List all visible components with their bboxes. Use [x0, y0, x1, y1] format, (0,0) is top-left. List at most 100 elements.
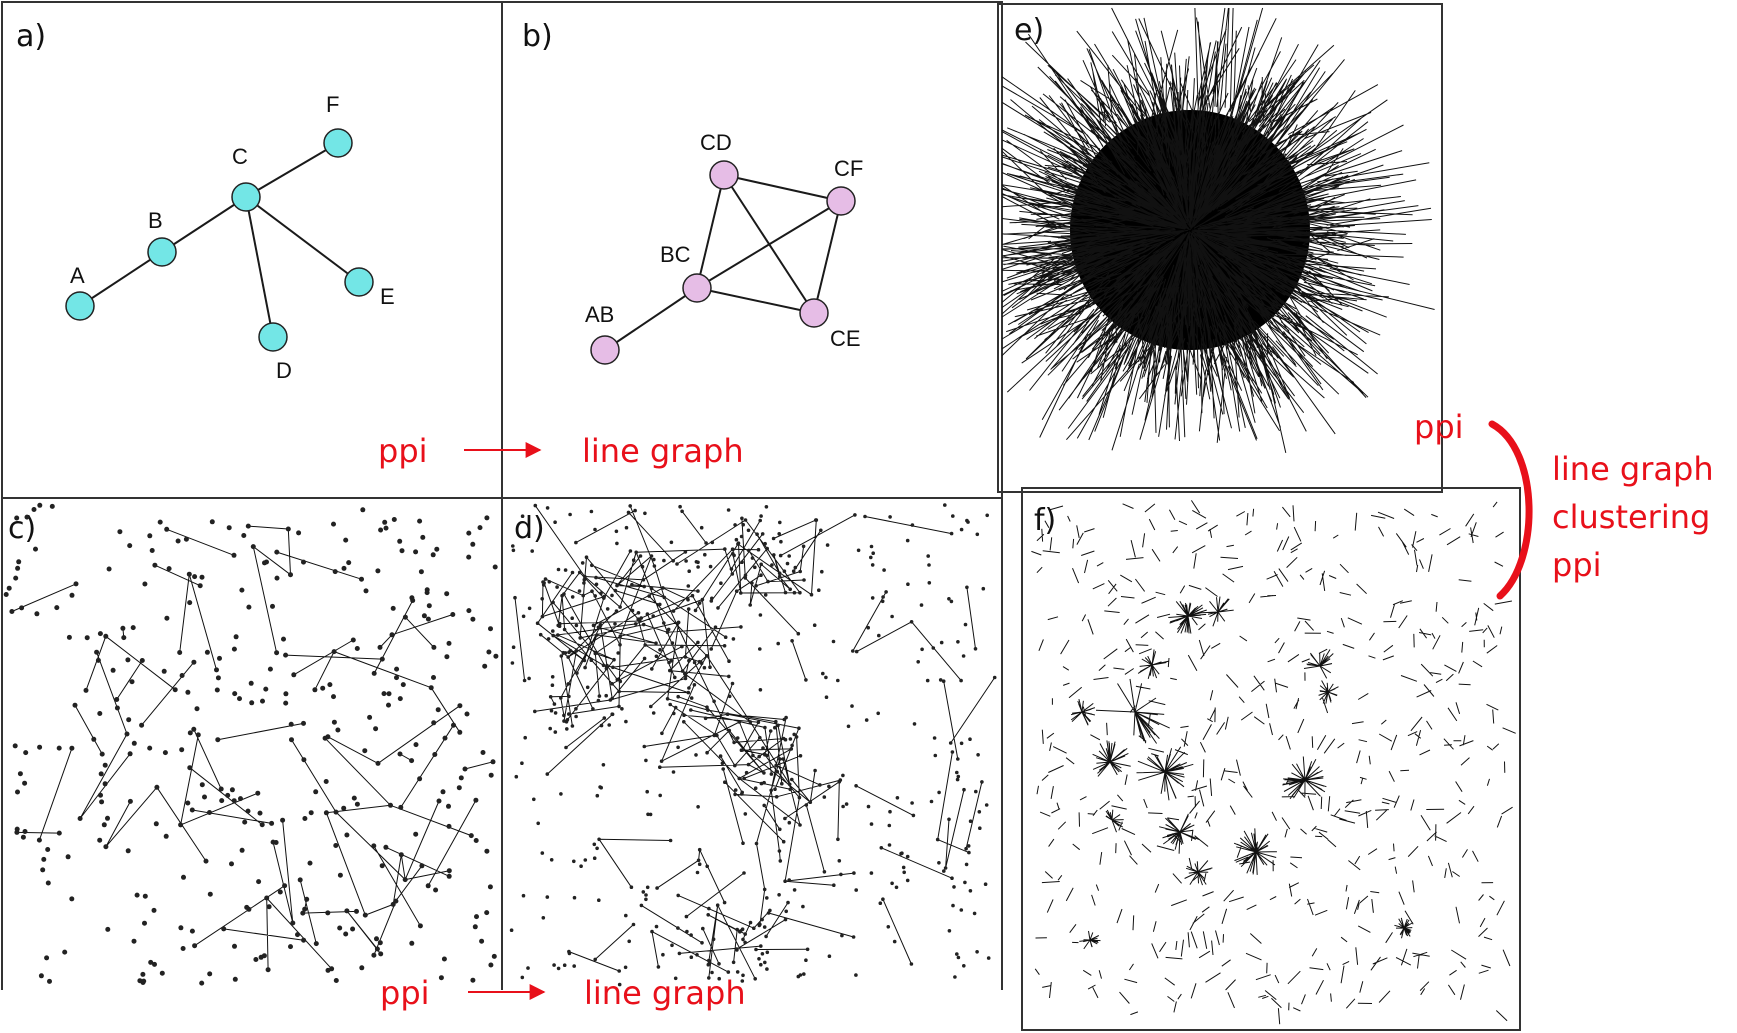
- panel-d-node: [919, 603, 924, 607]
- panel-d-node: [851, 649, 855, 653]
- panel-d-node: [773, 725, 777, 730]
- panel-d-node: [740, 792, 744, 796]
- panel-d-node: [708, 665, 712, 669]
- panel-d-node: [650, 667, 654, 671]
- panel-d-node: [662, 558, 666, 563]
- panel-d-node: [927, 563, 931, 567]
- panel-c-node: [470, 541, 476, 547]
- panel-c-node: [493, 653, 499, 659]
- panel-d-node: [547, 580, 552, 584]
- panel-c-node: [199, 782, 205, 788]
- panel-c-node: [374, 946, 380, 952]
- panel-d-node: [520, 761, 524, 765]
- panel-d-node: [624, 913, 628, 918]
- panel-d-node: [839, 872, 843, 877]
- panel-c-node: [492, 564, 498, 570]
- panel-d-node: [597, 837, 601, 842]
- panel-d-node: [802, 578, 806, 582]
- panel-c-node: [127, 751, 133, 757]
- panel-c-node: [244, 904, 250, 910]
- panel-d-node: [758, 688, 763, 692]
- panel-d-node: [651, 711, 656, 715]
- panel-c-node: [320, 685, 326, 691]
- panel-d-node: [783, 737, 788, 742]
- panel-d-node: [983, 882, 988, 886]
- panel-c-node: [331, 719, 337, 725]
- panel-d-node: [514, 774, 519, 779]
- panel-d-node: [734, 589, 739, 593]
- panel-d-node: [768, 729, 773, 733]
- panel-c-node: [325, 910, 331, 916]
- panel-d-node: [804, 958, 808, 962]
- panel-d-node: [792, 888, 797, 892]
- panel-d-node: [666, 627, 671, 632]
- panel-d-node: [955, 777, 960, 782]
- panel-c-node: [327, 682, 333, 688]
- panel-d-node: [764, 934, 768, 939]
- panel-d-node: [687, 658, 691, 663]
- panel-c-node: [69, 896, 75, 902]
- panel-c-node: [194, 706, 200, 712]
- panel-d-node: [850, 704, 854, 708]
- panel-d-node: [620, 707, 624, 711]
- panel-c-node: [246, 604, 252, 610]
- panel-d-node: [540, 851, 545, 855]
- panel-c-node: [280, 817, 286, 823]
- panel-d-node: [759, 781, 764, 786]
- panel-c-node: [105, 926, 111, 932]
- panel-c-node: [142, 893, 148, 899]
- panel-d-node: [550, 683, 555, 687]
- panel-d-node: [732, 740, 736, 745]
- panel-d-node: [551, 600, 555, 605]
- panel-c-node: [413, 831, 419, 837]
- panel-c-node: [441, 956, 447, 962]
- panel-d-node: [654, 924, 659, 929]
- panel-d-node: [774, 795, 779, 799]
- panel-d-node: [567, 951, 572, 956]
- panel-c-node: [117, 529, 123, 535]
- panel-c-node: [114, 697, 120, 702]
- panel-c-node: [264, 895, 270, 901]
- panel-c-node: [103, 844, 109, 850]
- node-label-CE: CE: [830, 326, 861, 351]
- panel-d-node: [781, 839, 786, 844]
- panel-c-node: [308, 810, 314, 816]
- panel-d-node: [649, 586, 654, 591]
- panel-d-node: [790, 777, 794, 782]
- panel-c-node: [343, 931, 349, 937]
- panel-d-node: [798, 590, 802, 595]
- panel-c-node: [269, 820, 275, 826]
- panel-d-node: [892, 939, 897, 944]
- panel-d-node: [585, 685, 590, 690]
- panel-c-node: [281, 636, 286, 642]
- panel-d-node: [520, 975, 525, 980]
- panel-c-node: [386, 702, 391, 708]
- panel-d-node: [563, 568, 568, 572]
- panel-d-node: [757, 957, 761, 961]
- panel-c-node: [484, 910, 490, 916]
- panel-d-node: [562, 627, 567, 632]
- panel-d-node: [570, 595, 575, 599]
- panel-d-node: [553, 730, 558, 734]
- panel-c-node: [312, 687, 318, 693]
- node-label-D: D: [276, 358, 292, 383]
- panel-c-node: [490, 759, 496, 765]
- panel-d-node: [760, 532, 765, 536]
- panel-c-node: [102, 781, 108, 787]
- panel-d-node: [596, 625, 601, 630]
- panel-c-node: [131, 938, 137, 944]
- panel-d-node: [673, 976, 678, 981]
- panel-c-node: [331, 694, 336, 700]
- panel-d-node: [523, 735, 527, 740]
- panel-d-node: [618, 634, 623, 638]
- panel-d-node: [992, 675, 997, 680]
- panel-d-node: [574, 707, 578, 711]
- panel-d-node: [937, 861, 941, 865]
- panel-c-node: [242, 819, 248, 825]
- panel-d-node: [570, 616, 574, 620]
- panel-c-node: [209, 519, 215, 525]
- panel-c-node: [290, 920, 296, 926]
- panel-d-node: [763, 960, 767, 965]
- panel-d-node: [812, 623, 817, 627]
- panel-d-node: [912, 722, 917, 726]
